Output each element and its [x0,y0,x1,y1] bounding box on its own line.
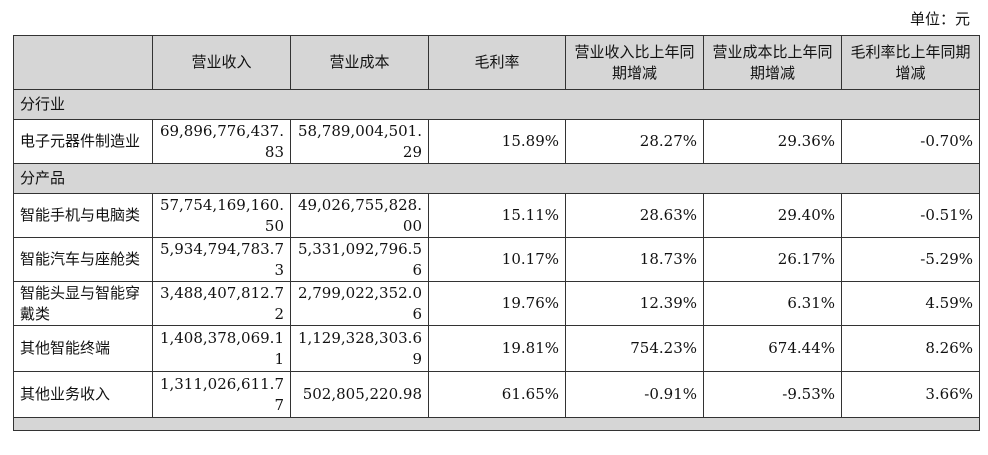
cost-yoy-cell: 6.31% [703,281,842,326]
cost-cell: 2,799,022,352.06 [290,281,429,326]
continuation-cell [13,417,980,431]
margin-yoy-cell: -0.70% [841,119,980,164]
margin-yoy-cell: 3.66% [841,371,980,418]
cost-yoy-cell: 26.17% [703,237,842,282]
table-row: 智能汽车与座舱类 5,934,794,783.73 5,331,092,796.… [13,237,980,282]
header-margin-yoy: 毛利率比上年同期增减 [841,35,980,90]
revenue-cell: 5,934,794,783.73 [152,237,291,282]
revenue-yoy-cell: -0.91% [565,371,704,418]
revenue-cell: 1,408,378,069.11 [152,325,291,372]
margin-cell: 19.81% [428,325,566,372]
margin-cell: 19.76% [428,281,566,326]
revenue-breakdown-table: 营业收入 营业成本 毛利率 营业收入比上年同期增减 营业成本比上年同期增减 毛利… [13,35,980,431]
revenue-yoy-cell: 28.63% [565,193,704,238]
margin-cell: 61.65% [428,371,566,418]
table-row: 其他业务收入 1,311,026,611.77 502,805,220.98 6… [13,371,980,418]
revenue-cell: 1,311,026,611.77 [152,371,291,418]
revenue-cell: 3,488,407,812.72 [152,281,291,326]
row-label: 其他业务收入 [13,371,153,418]
cost-yoy-cell: 29.36% [703,119,842,164]
row-label: 电子元器件制造业 [13,119,153,164]
revenue-cell: 69,896,776,437.83 [152,119,291,164]
revenue-cell: 57,754,169,160.50 [152,193,291,238]
section-by-industry: 分行业 [13,89,980,120]
row-label: 其他智能终端 [13,325,153,372]
header-row: 营业收入 营业成本 毛利率 营业收入比上年同期增减 营业成本比上年同期增减 毛利… [13,35,980,90]
cost-cell: 5,331,092,796.56 [290,237,429,282]
cost-cell: 58,789,004,501.29 [290,119,429,164]
header-revenue: 营业收入 [152,35,291,90]
row-label: 智能汽车与座舱类 [13,237,153,282]
revenue-yoy-cell: 28.27% [565,119,704,164]
cost-yoy-cell: 29.40% [703,193,842,238]
cost-cell: 502,805,220.98 [290,371,429,418]
cost-cell: 49,026,755,828.00 [290,193,429,238]
header-blank [13,35,153,90]
row-label: 智能头显与智能穿戴类 [13,281,153,326]
section-by-product: 分产品 [13,163,980,194]
unit-label: 单位：元 [909,10,970,28]
table-row: 电子元器件制造业 69,896,776,437.83 58,789,004,50… [13,119,980,164]
header-revenue-yoy: 营业收入比上年同期增减 [565,35,704,90]
margin-yoy-cell: -5.29% [841,237,980,282]
revenue-yoy-cell: 18.73% [565,237,704,282]
margin-cell: 15.11% [428,193,566,238]
header-cost-yoy: 营业成本比上年同期增减 [703,35,842,90]
margin-yoy-cell: -0.51% [841,193,980,238]
margin-cell: 10.17% [428,237,566,282]
table-row: 智能手机与电脑类 57,754,169,160.50 49,026,755,82… [13,193,980,238]
row-label: 智能手机与电脑类 [13,193,153,238]
margin-cell: 15.89% [428,119,566,164]
header-cost: 营业成本 [290,35,429,90]
table-row: 其他智能终端 1,408,378,069.11 1,129,328,303.69… [13,325,980,372]
header-margin: 毛利率 [428,35,566,90]
margin-yoy-cell: 4.59% [841,281,980,326]
table-continuation-row [13,417,980,431]
section-row: 分行业 [13,89,980,120]
revenue-yoy-cell: 12.39% [565,281,704,326]
revenue-yoy-cell: 754.23% [565,325,704,372]
table-row: 智能头显与智能穿戴类 3,488,407,812.72 2,799,022,35… [13,281,980,326]
cost-yoy-cell: -9.53% [703,371,842,418]
section-row: 分产品 [13,163,980,194]
cost-yoy-cell: 674.44% [703,325,842,372]
cost-cell: 1,129,328,303.69 [290,325,429,372]
margin-yoy-cell: 8.26% [841,325,980,372]
